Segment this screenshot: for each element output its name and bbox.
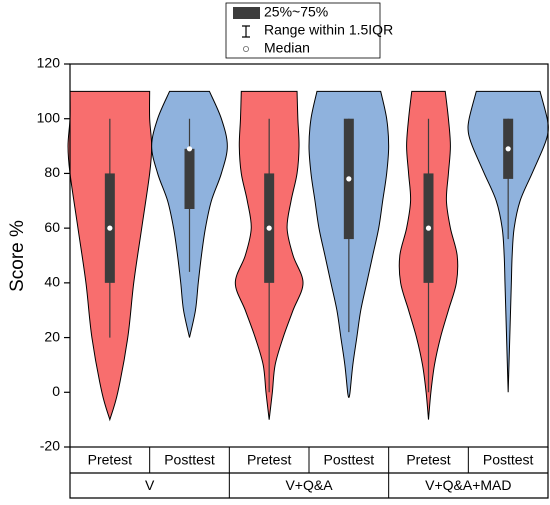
- median: [425, 225, 432, 231]
- condition-label: Pretest: [88, 452, 132, 468]
- legend-label: Range within 1.5IQR: [264, 22, 393, 38]
- y-axis-label: Score %: [7, 220, 28, 292]
- group-label: V: [145, 477, 155, 493]
- condition-label: Pretest: [406, 452, 450, 468]
- plot-frame: [69, 63, 549, 448]
- median: [186, 146, 193, 152]
- median: [346, 176, 352, 182]
- y-tick-label: 60: [44, 219, 60, 235]
- legend-label: Median: [264, 40, 310, 56]
- median: [107, 225, 113, 231]
- legend-median-icon: [242, 46, 249, 53]
- y-tick-label: -20: [40, 438, 60, 454]
- condition-label: Posttest: [164, 452, 215, 468]
- y-tick-label: 100: [37, 109, 61, 125]
- median: [266, 225, 272, 231]
- condition-label: Posttest: [324, 452, 375, 468]
- y-tick-label: 40: [44, 274, 60, 290]
- y-tick-label: 80: [44, 164, 60, 180]
- y-tick-label: 20: [44, 328, 60, 344]
- group-label: V+Q&A+MAD: [425, 477, 511, 493]
- y-tick-label: 120: [37, 55, 61, 71]
- legend-box-swatch: [233, 7, 260, 19]
- legend-label: 25%~75%: [264, 4, 328, 20]
- median: [505, 146, 511, 152]
- condition-label: Pretest: [247, 452, 291, 468]
- y-tick-label: 0: [52, 383, 60, 399]
- box: [184, 148, 195, 209]
- condition-label: Posttest: [483, 452, 534, 468]
- group-label: V+Q&A: [285, 477, 333, 493]
- violin: [467, 90, 549, 393]
- category-frame: [69, 447, 549, 499]
- legend-whisker-icon: [242, 25, 250, 38]
